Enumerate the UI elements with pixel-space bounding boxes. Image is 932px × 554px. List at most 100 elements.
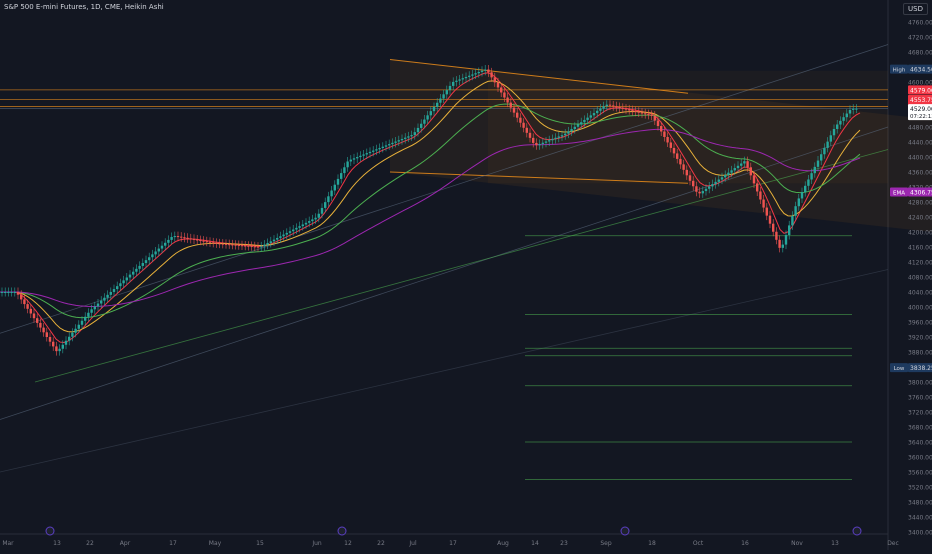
candle-body xyxy=(474,73,477,75)
candle-body xyxy=(16,292,20,295)
candle-body xyxy=(247,245,250,247)
x-tick-label: Oct xyxy=(693,540,704,547)
candle-body xyxy=(282,234,285,237)
candle-body xyxy=(122,280,125,284)
candle-body xyxy=(711,184,714,187)
candle-body xyxy=(189,238,192,240)
y-tick-label: 4360.00 xyxy=(908,170,932,177)
candle-body xyxy=(580,122,583,125)
y-tick-label: 4720.00 xyxy=(908,35,932,42)
candle-body xyxy=(538,143,541,146)
level-b-tag-bg xyxy=(908,94,932,104)
candle-body xyxy=(829,135,832,142)
level-a-tag-value: 4579.00 xyxy=(910,87,932,94)
candle-body xyxy=(266,243,269,245)
candle-body xyxy=(359,155,362,158)
candle-body xyxy=(148,257,151,261)
candle-body xyxy=(458,79,461,81)
y-tick-label: 3800.00 xyxy=(908,380,932,387)
candle-body xyxy=(336,178,340,185)
y-tick-label: 3760.00 xyxy=(908,395,932,402)
candle-body xyxy=(544,141,548,143)
candle-body xyxy=(7,292,10,293)
x-tick-label: 13 xyxy=(831,540,839,547)
candle-body xyxy=(605,104,608,107)
candle-body xyxy=(384,145,388,147)
candle-body xyxy=(29,308,32,314)
candle-body xyxy=(407,136,410,138)
event-marker-icon xyxy=(337,526,347,536)
candle-body xyxy=(650,114,653,116)
y-tick-label: 4080.00 xyxy=(908,275,932,282)
y-tick-label: 3720.00 xyxy=(908,410,932,417)
trend-line-1 xyxy=(0,44,889,334)
y-tick-label: 3560.00 xyxy=(908,470,932,477)
candle-body xyxy=(759,191,762,200)
candle-body xyxy=(621,107,624,109)
candle-body xyxy=(135,268,138,272)
candle-body xyxy=(525,127,528,133)
candle-body xyxy=(64,340,68,345)
x-tick-label: May xyxy=(209,540,222,547)
chart-title: S&P 500 E-mini Futures, 1D, CME, Heikin … xyxy=(4,3,164,11)
x-tick-label: Sep xyxy=(600,540,612,547)
candle-body xyxy=(653,115,656,121)
ema-tag-value: 4306.75 xyxy=(910,189,932,196)
candle-body xyxy=(132,271,135,275)
candle-body xyxy=(125,277,128,281)
candle-body xyxy=(500,87,503,93)
candle-body xyxy=(420,123,423,128)
candle-body xyxy=(448,85,452,91)
ema-tag-bg xyxy=(908,187,932,197)
candle-body xyxy=(743,161,746,164)
ema-tag-label: EMA xyxy=(893,190,905,196)
candle-body xyxy=(333,184,336,191)
candle-body xyxy=(221,243,224,245)
candle-body xyxy=(96,303,100,307)
candle-body xyxy=(106,294,109,298)
candle-body xyxy=(509,102,512,108)
candle-body xyxy=(669,142,672,148)
candle-body xyxy=(631,110,634,112)
candle-body xyxy=(429,111,432,116)
candle-body xyxy=(378,147,381,150)
last-tag-countdown: 07:22:13 xyxy=(910,114,932,120)
ema-100-line xyxy=(0,103,861,319)
x-tick-label: 12 xyxy=(344,540,352,547)
candle-body xyxy=(714,181,717,185)
candle-body xyxy=(391,142,394,145)
candle-body xyxy=(586,117,589,120)
candle-body xyxy=(112,289,116,292)
candle-body xyxy=(836,124,839,129)
highlight-box xyxy=(488,70,888,184)
currency-button[interactable]: USD xyxy=(903,3,928,15)
y-tick-label: 3960.00 xyxy=(908,320,932,327)
candle-body xyxy=(10,292,13,293)
candle-body xyxy=(704,188,708,192)
candle-body xyxy=(93,306,96,310)
candle-body xyxy=(352,158,356,160)
candle-body xyxy=(410,135,413,137)
candle-body xyxy=(720,177,724,180)
candle-body xyxy=(308,221,311,223)
channel-upper-line xyxy=(389,59,689,94)
candle-body xyxy=(218,243,221,245)
candle-body xyxy=(599,108,602,111)
candle-body xyxy=(813,166,816,174)
candle-body xyxy=(560,135,564,137)
candle-body xyxy=(852,108,855,110)
candle-body xyxy=(439,98,442,103)
candle-body xyxy=(20,294,23,300)
ema-200-line xyxy=(0,128,861,307)
candle-body xyxy=(276,237,279,240)
candle-body xyxy=(436,102,439,107)
candle-body xyxy=(797,198,800,207)
candle-body xyxy=(375,149,378,151)
candle-body xyxy=(756,183,759,192)
candle-body xyxy=(564,133,567,136)
y-tick-label: 4480.00 xyxy=(908,125,932,132)
candle-body xyxy=(519,117,522,123)
candle-body xyxy=(663,131,666,137)
